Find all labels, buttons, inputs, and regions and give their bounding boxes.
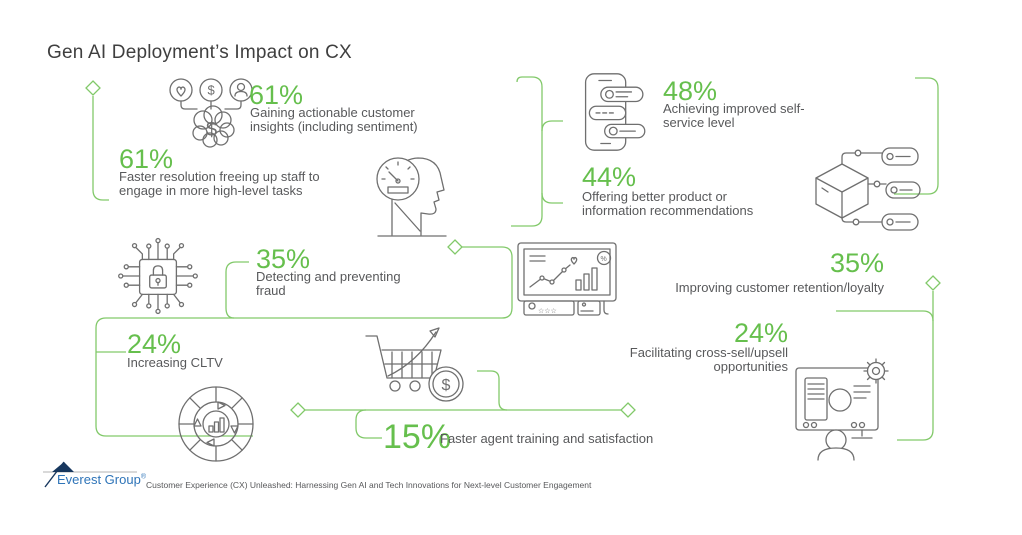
svg-text:$: $: [208, 83, 216, 98]
stat-resolution-pct: 61%: [119, 144, 174, 174]
stat-self-service-label: Achieving improved self-service level: [663, 101, 805, 130]
stat-insights-pct: 61%: [249, 80, 304, 110]
stat-retention-pct: 35%: [829, 248, 884, 278]
stat-fraud-pct: 35%: [256, 244, 311, 274]
footer-caption: Customer Experience (CX) Unleashed: Harn…: [146, 480, 592, 490]
agent-workstation-icon: [792, 356, 890, 462]
svg-text:$: $: [206, 119, 217, 141]
stat-recommendations-label: Offering better product or information r…: [582, 189, 754, 218]
stat-self-service-pct: 48%: [663, 76, 718, 106]
analytics-dashboard-icon: % ☆☆☆: [514, 240, 620, 320]
stat-cross-sell-pct: 24%: [733, 318, 788, 348]
head-gauge-icon: [362, 145, 448, 241]
stat-cltv-label: Increasing CLTV: [127, 355, 223, 370]
stat-resolution-label: Faster resolution freeing up staff to en…: [119, 169, 320, 198]
everest-group-logo-text: Everest Group®: [57, 472, 146, 487]
stat-recommendations-pct: 44%: [582, 162, 637, 192]
stat-cltv-pct: 24%: [127, 329, 182, 359]
svg-text:$: $: [442, 377, 451, 394]
phone-chatbots-icon: [574, 70, 664, 154]
chip-lock-fraud-icon: [112, 230, 204, 322]
cltv-wheel-icon: [176, 384, 256, 464]
stat-fraud-label: Detecting and preventing fraud: [256, 269, 401, 298]
stat-insights-label: Gaining actionable customer insights (in…: [250, 105, 418, 134]
page-title: Gen AI Deployment’s Impact on CX: [47, 42, 352, 63]
registered-mark: ®: [140, 473, 146, 481]
stat-training-pct: 15%: [383, 418, 452, 456]
everest-group-logo-icon: [43, 461, 137, 488]
stat-cross-sell-label: Facilitating cross-sell/upsell opportuni…: [629, 345, 788, 374]
svg-text:☆☆☆: ☆☆☆: [538, 307, 557, 315]
brain-customer-insights-icon: $ $: [165, 76, 257, 150]
stat-retention-label: Improving customer retention/loyalty: [675, 280, 884, 295]
svg-text:%: %: [601, 256, 607, 263]
cart-growth-icon: $: [360, 318, 470, 414]
product-recommendations-icon: [798, 148, 920, 234]
stat-training-label: Faster agent training and satisfaction: [440, 431, 654, 446]
